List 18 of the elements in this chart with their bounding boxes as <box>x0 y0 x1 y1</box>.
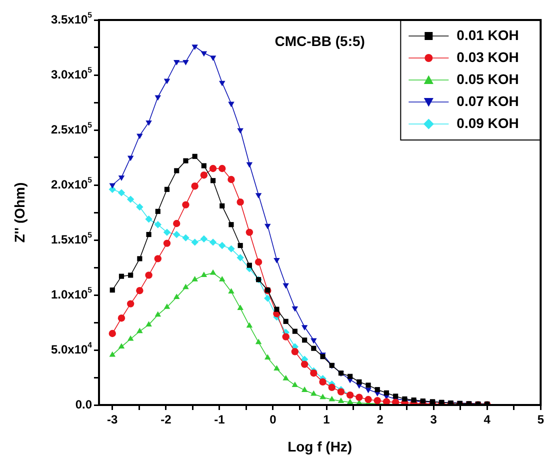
x-tick-label: 2 <box>376 412 384 427</box>
x-tick-label: -1 <box>214 412 226 427</box>
x-tick-label: -3 <box>107 412 118 427</box>
x-tick-label: 1 <box>323 412 330 427</box>
legend-label: 0.09 KOH <box>456 114 519 131</box>
legend-label: 0.05 KOH <box>456 70 519 87</box>
legend-label: 0.01 KOH <box>456 26 519 43</box>
x-tick-label: 0 <box>270 412 277 427</box>
legend-label: 0.03 KOH <box>456 48 519 65</box>
x-tick-label: 3 <box>430 412 438 427</box>
x-tick-label: -2 <box>160 412 172 427</box>
y-tick-label: 0.0 <box>75 397 92 412</box>
legend-label: 0.07 KOH <box>456 92 519 109</box>
x-tick-label: 4 <box>484 412 491 427</box>
y-axis-title: Z'' (Ohm) <box>11 182 28 243</box>
annotation: CMC-BB (5:5) <box>274 32 365 49</box>
x-axis-title: Log f (Hz) <box>288 438 352 454</box>
x-tick-label: 5 <box>537 412 544 427</box>
